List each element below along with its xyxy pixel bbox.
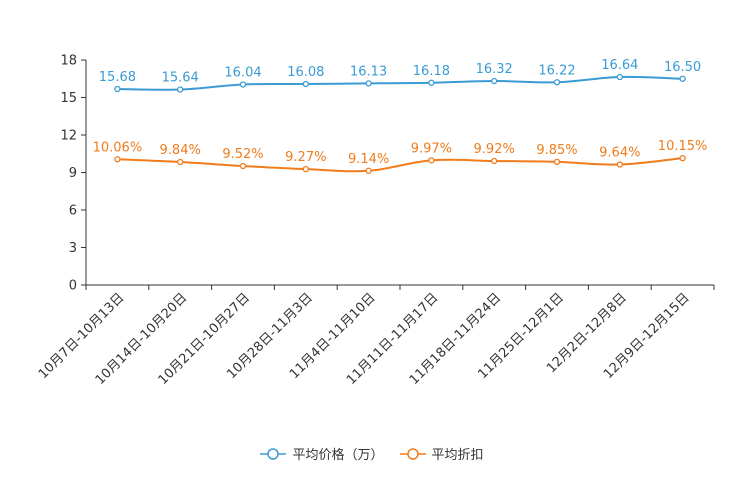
data-label: 16.08: [287, 65, 324, 80]
data-label: 9.85%: [536, 143, 577, 158]
series-1: 10.06% 9.84% 9.52% 9.27% 9.14% 9.97% 9.92% 9.85…: [93, 139, 708, 174]
data-label: 9.52%: [222, 147, 263, 162]
data-point: [491, 77, 498, 85]
y-tick-label: 6: [69, 204, 77, 219]
data-point: [491, 157, 498, 165]
legend-line-circle-icon: [260, 447, 287, 460]
data-point: [616, 73, 623, 81]
data-label: 16.32: [476, 62, 513, 77]
data-point: [553, 158, 561, 166]
data-point: [365, 80, 372, 87]
data-point: [553, 79, 561, 86]
data-label: 10.15%: [658, 139, 708, 154]
data-label: 9.97%: [411, 141, 452, 156]
data-label: 15.68: [99, 70, 136, 85]
data-point: [679, 75, 686, 82]
data-label: 16.04: [224, 66, 261, 81]
data-label: 10.06%: [93, 140, 143, 155]
data-label: 9.84%: [160, 143, 201, 158]
data-label: 16.22: [538, 63, 575, 78]
y-tick-label: 0: [69, 279, 77, 294]
data-label: 9.64%: [599, 146, 640, 161]
data-label: 9.14%: [348, 152, 389, 167]
y-tick-label: 9: [69, 166, 77, 181]
data-point: [428, 157, 435, 164]
legend-label-price: 平均价格（万）: [292, 448, 384, 463]
legend-item-price[interactable]: 平均价格（万）: [260, 444, 384, 463]
data-label: 9.92%: [474, 142, 515, 157]
data-label: 16.13: [350, 64, 387, 79]
data-point: [177, 86, 184, 93]
data-label: 9.27%: [285, 150, 326, 165]
line-chart: 036912151810月7日-10月13日10月14日-10月20日10月21…: [36, 54, 715, 388]
data-point: [679, 154, 686, 162]
y-tick-label: 18: [60, 54, 77, 69]
data-point: [616, 161, 623, 168]
legend-line-circle-icon: [399, 447, 426, 460]
data-point: [239, 81, 247, 88]
chart-series: 15.68 15.64 16.04 16.08 16.13 16.18 16.32 16.22…: [93, 58, 708, 174]
data-label: 16.18: [413, 64, 450, 79]
data-label: 16.64: [601, 58, 638, 73]
data-point: [239, 162, 247, 170]
series-line: [117, 75, 683, 91]
y-tick-label: 12: [60, 129, 77, 144]
y-tick-label: 3: [69, 241, 77, 256]
data-point: [114, 85, 121, 93]
chart-legend: 平均价格（万） 平均折扣: [0, 444, 744, 463]
legend-item-discount[interactable]: 平均折扣: [399, 444, 484, 463]
data-point: [177, 158, 184, 166]
data-point: [365, 167, 372, 174]
chart-axes: 036912151810月7日-10月13日10月14日-10月20日10月21…: [36, 54, 715, 388]
data-point: [302, 165, 309, 173]
data-point: [428, 79, 435, 86]
legend-label-discount: 平均折扣: [431, 448, 484, 463]
series-line: [117, 157, 683, 173]
data-label: 15.64: [162, 71, 199, 86]
y-tick-label: 15: [60, 91, 77, 106]
data-point: [302, 80, 309, 88]
series-0: 15.68 15.64 16.04 16.08 16.13 16.18 16.32 16.22…: [99, 58, 701, 93]
data-point: [114, 156, 121, 163]
data-label: 16.50: [664, 60, 701, 75]
